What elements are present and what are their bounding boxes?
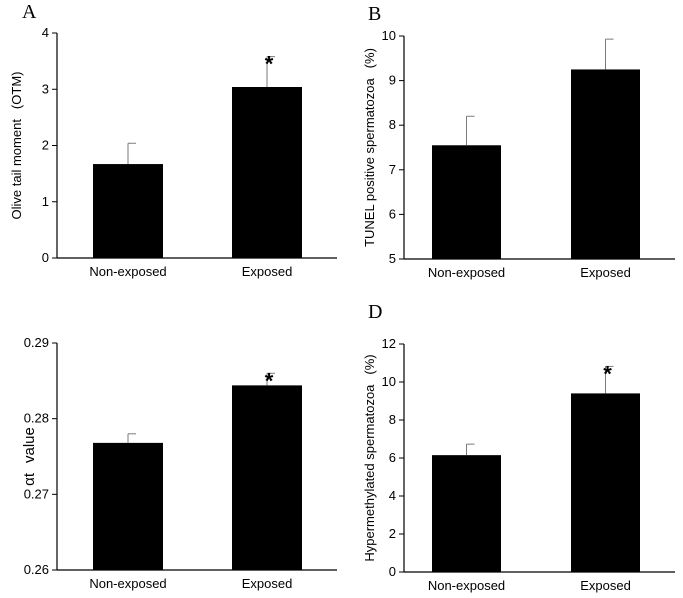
- bar-1: [432, 145, 501, 259]
- bar-1: [93, 442, 163, 570]
- y-axis-title: Olive tail moment (OTM): [9, 72, 24, 220]
- x-tick-label: Non-exposed: [428, 578, 505, 593]
- chart-panel-2: B Non-exposed Exposed 5 6 7 8 9 10 TUNEL positive…: [362, 3, 675, 280]
- significance-marker: *: [603, 361, 612, 386]
- y-tick-label: 8: [389, 412, 396, 427]
- y-tick-label: 6: [389, 206, 396, 221]
- x-tick-label: Exposed: [580, 578, 631, 593]
- y-tick-label: 6: [389, 450, 396, 465]
- y-axis-title-main: αt: [21, 472, 38, 486]
- bar-2: [232, 87, 302, 258]
- y-axis-title-main: Olive tail moment: [9, 119, 24, 220]
- y-tick-label: 4: [389, 488, 396, 503]
- y-tick-label: 12: [382, 336, 396, 351]
- y-tick-label: 10: [382, 28, 396, 43]
- y-axis-title-main: Hypermethylated spermatozoa: [362, 384, 377, 562]
- x-tick-label: Exposed: [242, 576, 293, 591]
- x-tick-label: Exposed: [242, 264, 293, 279]
- y-tick-label: 5: [389, 251, 396, 266]
- y-tick-label: 1: [42, 194, 49, 209]
- y-tick-label: 9: [389, 73, 396, 88]
- y-tick-label: 8: [389, 117, 396, 132]
- panel-letter: B: [368, 3, 381, 25]
- y-tick-label: 7: [389, 162, 396, 177]
- x-tick-label: Non-exposed: [89, 576, 166, 591]
- x-tick-label: Non-exposed: [89, 264, 166, 279]
- chart-panel-4: D Non-exposed * Exposed 0 2 4 6 8 10 12 Hypermethyl…: [362, 301, 675, 593]
- significance-marker: *: [265, 368, 274, 393]
- y-tick-label: 0.26: [24, 562, 49, 577]
- y-tick-label: 2: [42, 138, 49, 153]
- y-tick-label: 0.27: [24, 486, 49, 501]
- y-tick-label: 0.29: [24, 335, 49, 350]
- panel-letter: A: [22, 1, 37, 23]
- y-axis-title: Hypermethylated spermatozoa (%): [362, 354, 377, 561]
- x-tick-label: Non-exposed: [428, 265, 505, 280]
- significance-marker: *: [265, 52, 274, 77]
- y-axis-title: TUNEL positive spermatozoa (%): [362, 48, 377, 247]
- y-tick-label: 4: [42, 25, 49, 40]
- chart-panel-3: Non-exposed * Exposed 0.26 0.27 0.28 0.29 αt val…: [21, 335, 337, 591]
- y-axis-title-unit: (OTM): [9, 72, 24, 110]
- bar-2: [571, 393, 640, 572]
- panel-letter: D: [368, 301, 382, 323]
- bar-2: [232, 385, 302, 570]
- chart-panel-1: A Non-exposed * Exposed 0 1 2 3 4 Olive tail mome…: [9, 1, 337, 279]
- y-axis-title-unit: (%): [362, 48, 377, 68]
- bar-1: [432, 455, 501, 572]
- y-tick-label: 2: [389, 526, 396, 541]
- x-tick-label: Exposed: [580, 265, 631, 280]
- y-axis-title-unit: value: [21, 427, 38, 463]
- bar-2: [571, 69, 640, 259]
- y-tick-label: 0.28: [24, 411, 49, 426]
- y-axis-title: αt value: [21, 427, 38, 486]
- y-tick-label: 10: [382, 374, 396, 389]
- y-axis-title-main: TUNEL positive spermatozoa: [362, 78, 377, 247]
- y-tick-label: 0: [42, 250, 49, 265]
- y-axis-title-unit: (%): [362, 354, 377, 374]
- y-tick-label: 0: [389, 564, 396, 579]
- y-tick-label: 3: [42, 81, 49, 96]
- bar-1: [93, 164, 163, 258]
